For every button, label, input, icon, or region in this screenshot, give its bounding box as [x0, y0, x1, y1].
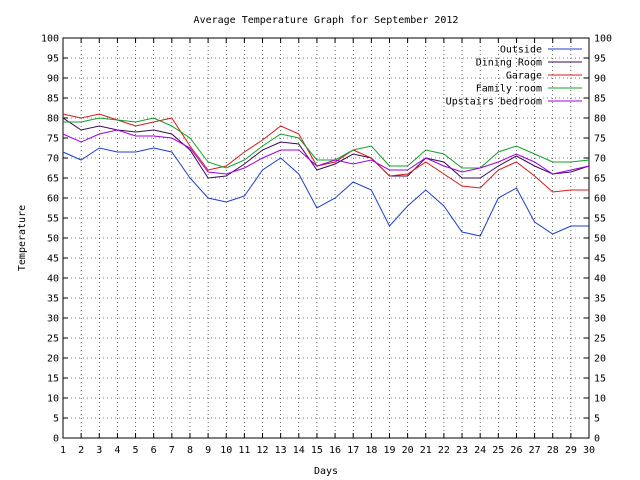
x-tick-label: 23: [456, 445, 468, 456]
x-tick-label: 27: [529, 445, 541, 456]
y2-tick-label: 100: [594, 34, 612, 45]
y-axis-left: 0 5 10 15 20 25 30 35 40 45 50 55 60 65 70 75 80 85 90 95 10…: [41, 34, 59, 445]
y-tick-label: 65: [47, 174, 59, 185]
x-tick-label: 5: [133, 445, 139, 456]
x-tick-label: 8: [187, 445, 193, 456]
y-tick-label: 60: [47, 194, 59, 205]
x-tick-label: 24: [474, 445, 486, 456]
y2-tick-label: 60: [594, 194, 606, 205]
x-tick-label: 20: [402, 445, 414, 456]
y2-tick-label: 25: [594, 334, 606, 345]
y-tick-label: 25: [47, 334, 59, 345]
x-tick-label: 4: [114, 445, 120, 456]
y-tick-label: 20: [47, 354, 59, 365]
series-line-garage: [62, 113, 589, 193]
y2-tick-label: 45: [594, 254, 606, 265]
chart-title: Average Temperature Graph for September …: [194, 15, 459, 26]
x-tick-label: 7: [169, 445, 175, 456]
y2-tick-label: 80: [594, 114, 606, 125]
y2-tick-label: 95: [594, 54, 606, 65]
series-line-dining-room: [62, 117, 590, 179]
x-tick-label: 9: [205, 445, 211, 456]
y2-tick-label: 15: [594, 374, 606, 385]
legend-label: Family room: [476, 84, 542, 95]
x-tick-label: 22: [438, 445, 450, 456]
x-tick-label: 17: [347, 445, 359, 456]
x-tick-label: 29: [565, 445, 577, 456]
x-tick-label: 14: [293, 445, 305, 456]
y-tick-label: 45: [47, 254, 59, 265]
x-tick-label: 12: [256, 445, 268, 456]
y2-tick-label: 35: [594, 294, 606, 305]
y-tick-label: 5: [53, 414, 59, 425]
x-tick-label: 1: [60, 445, 66, 456]
series-line-outside: [62, 147, 589, 237]
y2-tick-label: 90: [594, 74, 606, 85]
y-tick-label: 75: [47, 134, 59, 145]
y-tick-label: 55: [47, 214, 59, 225]
x-tick-label: 25: [492, 445, 504, 456]
y2-tick-label: 40: [594, 274, 606, 285]
x-tick-label: 28: [547, 445, 559, 456]
x-tick-label: 3: [96, 445, 102, 456]
x-axis-label: Days: [314, 466, 338, 477]
y-tick-label: 50: [47, 234, 59, 245]
x-axis: 1 2 3 4 5 6 7 8 9 10 11 12 13 14 15 16 17 18 19 20 21 22 23 24 2…: [60, 445, 595, 456]
x-tick-label: 30: [583, 445, 595, 456]
y2-tick-label: 5: [594, 414, 600, 425]
legend-label: Upstairs bedroom: [446, 97, 542, 108]
legend: Outside Dining Room Garage Family room Upsta…: [446, 45, 582, 108]
y-axis-right: 0 5 10 15 20 25 30 35 40 45 50 55 60 65 70 75 80 85 90 95 10…: [594, 34, 612, 445]
y-tick-label: 85: [47, 94, 59, 105]
x-tick-label: 13: [275, 445, 287, 456]
grid-lines: [63, 38, 589, 438]
y2-tick-label: 65: [594, 174, 606, 185]
y-tick-label: 80: [47, 114, 59, 125]
y-tick-label: 30: [47, 314, 59, 325]
y2-tick-label: 50: [594, 234, 606, 245]
y-tick-label: 95: [47, 54, 59, 65]
series-line-family-room: [63, 117, 590, 169]
x-tick-label: 11: [238, 445, 250, 456]
y-tick-label: 70: [47, 154, 59, 165]
series-line-upstairs-bedroom: [62, 129, 590, 175]
x-tick-label: 26: [510, 445, 522, 456]
legend-label: Outside: [500, 45, 542, 56]
y2-tick-label: 55: [594, 214, 606, 225]
x-tick-label: 16: [329, 445, 341, 456]
y-tick-label: 0: [53, 434, 59, 445]
y-axis-label: Temperature: [17, 205, 28, 271]
y-tick-label: 10: [47, 394, 59, 405]
y2-tick-label: 70: [594, 154, 606, 165]
x-tick-label: 18: [365, 445, 377, 456]
y2-tick-label: 0: [594, 434, 600, 445]
x-tick-label: 19: [383, 445, 395, 456]
series-lines: [62, 113, 590, 237]
y-tick-label: 100: [41, 34, 59, 45]
x-tick-label: 2: [78, 445, 84, 456]
legend-label: Garage: [506, 71, 542, 82]
y-tick-label: 40: [47, 274, 59, 285]
y2-tick-label: 10: [594, 394, 606, 405]
y-tick-label: 90: [47, 74, 59, 85]
x-tick-label: 21: [420, 445, 432, 456]
legend-label: Dining Room: [476, 58, 542, 69]
y-tick-label: 15: [47, 374, 59, 385]
x-tick-label: 10: [220, 445, 232, 456]
axis-ticks: [62, 37, 590, 439]
x-tick-label: 15: [311, 445, 323, 456]
y2-tick-label: 20: [594, 354, 606, 365]
y2-tick-label: 75: [594, 134, 606, 145]
x-tick-label: 6: [151, 445, 157, 456]
y2-tick-label: 85: [594, 94, 606, 105]
y2-tick-label: 30: [594, 314, 606, 325]
y-tick-label: 35: [47, 294, 59, 305]
